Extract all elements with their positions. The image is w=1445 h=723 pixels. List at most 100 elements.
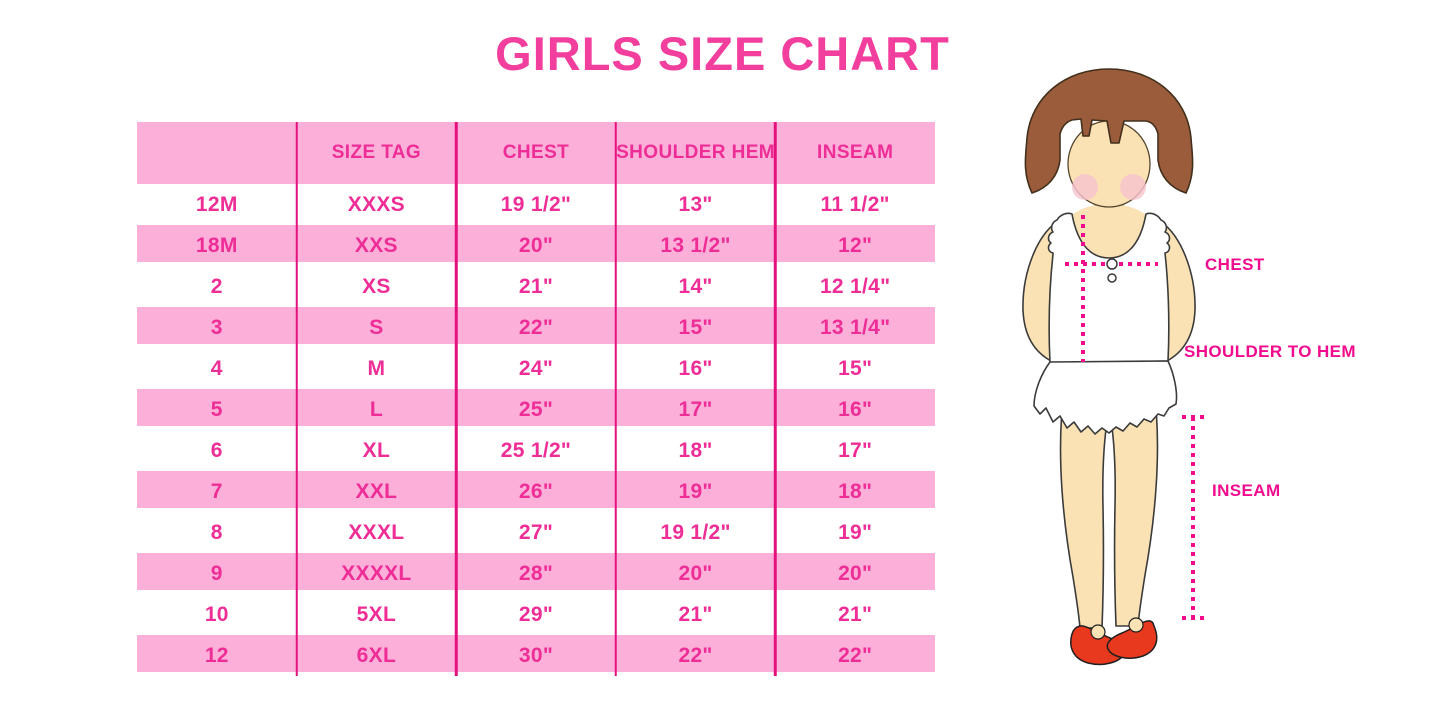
- table-cell: 21": [518, 274, 554, 298]
- table-cell: 13": [678, 192, 713, 216]
- table-cell: 30": [518, 643, 554, 667]
- table-cell: XXXL: [348, 520, 405, 544]
- table-cell: 18": [678, 438, 713, 462]
- column-divider: [454, 122, 458, 676]
- table-cell: 13 1/4": [819, 315, 891, 339]
- table-cell: 24": [518, 356, 554, 380]
- table-cell: 16": [838, 397, 873, 421]
- size-table-body: 12M XXXS 19 1/2" 13" 11 1/2" 18M XXS 20" 13 1/2"…: [137, 184, 935, 676]
- table-row: 7 XXL 26" 19" 18": [137, 471, 935, 512]
- table-cell: 21": [838, 602, 873, 626]
- table-cell: 17": [838, 438, 873, 462]
- table-cell: XXL: [355, 479, 398, 503]
- table-row: 9 XXXXL 28" 20" 20": [137, 553, 935, 594]
- column-header: INSEAM: [817, 142, 894, 163]
- table-cell: 16": [678, 356, 713, 380]
- table-cell: M: [367, 356, 386, 380]
- column-header: CHEST: [502, 142, 570, 163]
- column-header: SIZE TAG: [331, 142, 422, 163]
- column-divider: [614, 122, 618, 676]
- table-cell: XXS: [354, 233, 398, 257]
- table-cell: 10: [204, 602, 229, 626]
- table-cell: L: [369, 397, 383, 421]
- table-cell: 27": [518, 520, 554, 544]
- table-row: 6 XL 25 1/2" 18" 17": [137, 430, 935, 471]
- table-cell: 18": [838, 479, 873, 503]
- inseam-label: INSEAM: [1212, 481, 1281, 500]
- page-title: GIRLS SIZE CHART: [495, 27, 950, 80]
- table-row: 10 5XL 29" 21" 21": [137, 594, 935, 635]
- table-cell: 19 1/2": [660, 520, 731, 544]
- table-cell: 3: [210, 315, 223, 339]
- table-row: 8 XXXL 27" 19 1/2" 19": [137, 512, 935, 553]
- skirt: [1033, 360, 1178, 435]
- table-cell: 21": [678, 602, 713, 626]
- table-cell: 19": [838, 520, 873, 544]
- hair: [1024, 68, 1194, 194]
- top-button-2: [1107, 273, 1117, 283]
- table-cell: S: [369, 315, 384, 339]
- table-row: 2 XS 21" 14" 12 1/4": [137, 266, 935, 307]
- table-cell: 2: [210, 274, 223, 298]
- left-blush: [1072, 174, 1098, 200]
- table-cell: 29": [518, 602, 554, 626]
- chest-label: CHEST: [1205, 255, 1265, 274]
- table-cell: 26": [518, 479, 554, 503]
- size-table: SIZE TAG CHEST SHOULDER HEM INSEAM 12M XXXS 1…: [137, 122, 935, 676]
- table-cell: 12": [838, 233, 873, 257]
- chest-skin: [1072, 204, 1146, 258]
- shoulder-to-hem-label: SHOULDER TO HEM: [1184, 342, 1356, 361]
- table-cell: 4: [210, 356, 223, 380]
- table-cell: 13 1/2": [660, 233, 731, 257]
- table-cell: 18M: [195, 233, 238, 257]
- table-cell: 5XL: [356, 602, 397, 626]
- measurement-diagram: CHEST SHOULDER TO HEM INSEAM: [1008, 62, 1438, 717]
- table-cell: 15": [678, 315, 713, 339]
- table-cell: XS: [362, 274, 391, 298]
- table-cell: 22": [518, 315, 554, 339]
- table-cell: 15": [838, 356, 873, 380]
- table-cell: XXXXL: [341, 561, 412, 585]
- table-cell: 20": [838, 561, 873, 585]
- table-cell: 7: [210, 479, 223, 503]
- right-shoe: [1106, 620, 1158, 659]
- table-cell: XXXS: [347, 192, 405, 216]
- table-cell: 6XL: [356, 643, 397, 667]
- column-divider: [774, 122, 777, 676]
- table-cell: XL: [362, 438, 391, 462]
- table-cell: 19": [678, 479, 713, 503]
- table-cell: 12 1/4": [819, 274, 891, 298]
- right-shoe-opening: [1128, 617, 1144, 633]
- table-row: 5 L 25" 17" 16": [137, 389, 935, 430]
- table-row: 12 6XL 30" 22" 22": [137, 635, 935, 676]
- table-cell: 12M: [195, 192, 238, 216]
- table-cell: 12: [204, 643, 229, 667]
- column-header: SHOULDER HEM: [616, 142, 776, 163]
- table-cell: 17": [678, 397, 713, 421]
- right-blush: [1120, 174, 1146, 200]
- table-cell: 22": [838, 643, 873, 667]
- size-table-header: SIZE TAG CHEST SHOULDER HEM INSEAM: [137, 122, 935, 184]
- left-shoe-opening: [1090, 624, 1106, 640]
- table-cell: 28": [518, 561, 554, 585]
- table-cell: 11 1/2": [820, 192, 890, 216]
- top-button-1: [1106, 258, 1118, 270]
- table-row: 4 M 24" 16" 15": [137, 348, 935, 389]
- table-cell: 19 1/2": [500, 192, 572, 216]
- table-cell: 25 1/2": [500, 438, 572, 462]
- column-header: [137, 122, 297, 184]
- right-leg: [1109, 389, 1159, 627]
- table-cell: 5: [210, 397, 223, 421]
- girl-illustration: [1022, 68, 1205, 666]
- table-row: 18M XXS 20" 13 1/2" 12": [137, 225, 935, 266]
- table-cell: 6: [210, 438, 223, 462]
- table-row: 12M XXXS 19 1/2" 13" 11 1/2": [137, 184, 935, 225]
- table-cell: 20": [678, 561, 713, 585]
- column-divider: [295, 122, 298, 676]
- table-cell: 22": [678, 643, 713, 667]
- table-cell: 20": [518, 233, 554, 257]
- table-cell: 14": [678, 274, 713, 298]
- table-cell: 8: [210, 520, 223, 544]
- top-bodice: [1047, 212, 1171, 364]
- table-cell: 25": [518, 397, 554, 421]
